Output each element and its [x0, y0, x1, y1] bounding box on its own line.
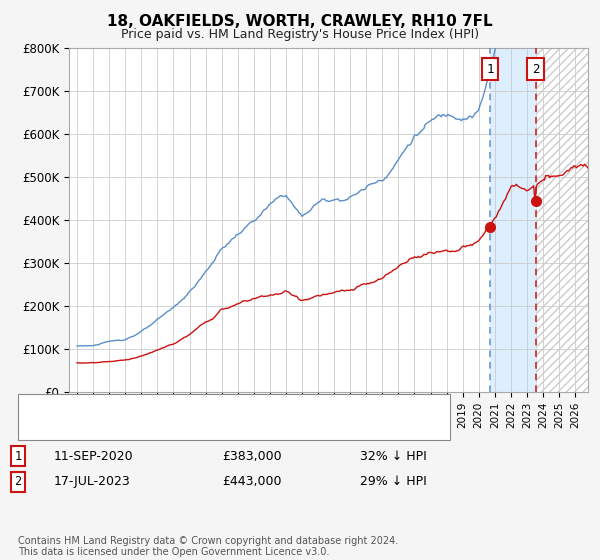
- Bar: [490, 48, 536, 392]
- Text: Contains HM Land Registry data © Crown copyright and database right 2024.
This d: Contains HM Land Registry data © Crown c…: [18, 535, 398, 557]
- Text: 1: 1: [487, 63, 494, 76]
- Text: 18, OAKFIELDS, WORTH, CRAWLEY, RH10 7FL (detached house): 18, OAKFIELDS, WORTH, CRAWLEY, RH10 7FL …: [54, 400, 408, 410]
- Text: HPI: Average price, detached house, Crawley: HPI: Average price, detached house, Craw…: [54, 421, 305, 431]
- Text: £383,000: £383,000: [222, 450, 281, 463]
- Text: ——: ——: [27, 419, 52, 432]
- Text: ——: ——: [27, 398, 52, 412]
- Text: 29% ↓ HPI: 29% ↓ HPI: [360, 475, 427, 488]
- Text: 32% ↓ HPI: 32% ↓ HPI: [360, 450, 427, 463]
- Text: Price paid vs. HM Land Registry's House Price Index (HPI): Price paid vs. HM Land Registry's House …: [121, 28, 479, 41]
- Text: 18, OAKFIELDS, WORTH, CRAWLEY, RH10 7FL: 18, OAKFIELDS, WORTH, CRAWLEY, RH10 7FL: [107, 14, 493, 29]
- Text: £443,000: £443,000: [222, 475, 281, 488]
- Bar: [536, 48, 588, 392]
- Text: 11-SEP-2020: 11-SEP-2020: [54, 450, 134, 463]
- Text: 17-JUL-2023: 17-JUL-2023: [54, 475, 131, 488]
- Text: 1: 1: [14, 450, 22, 463]
- Text: 2: 2: [14, 475, 22, 488]
- Text: 2: 2: [532, 63, 539, 76]
